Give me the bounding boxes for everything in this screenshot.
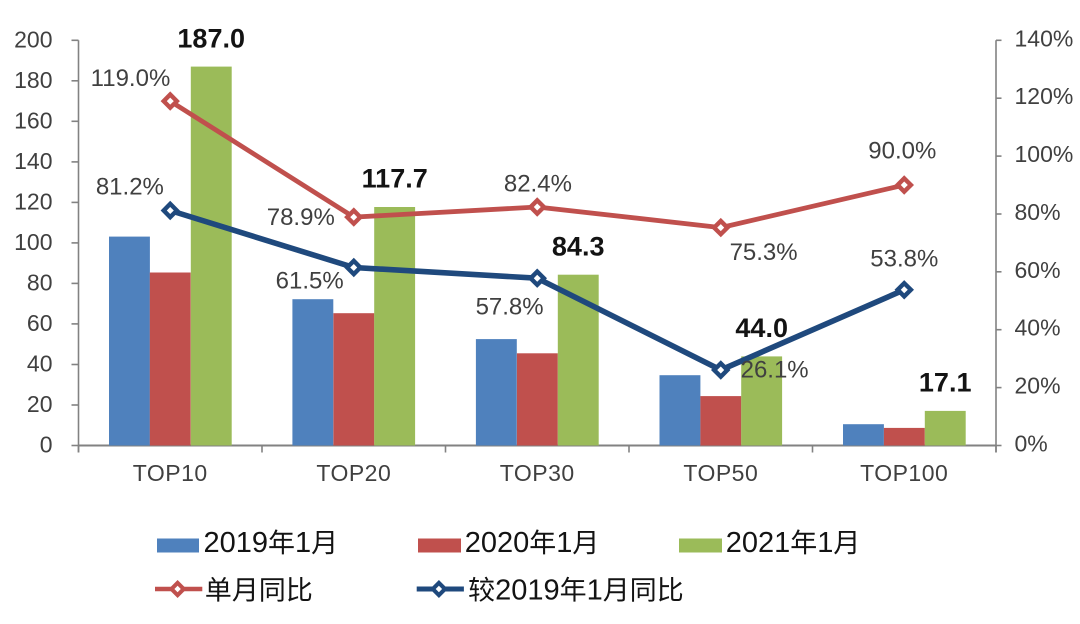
svg-text:100: 100 bbox=[14, 229, 52, 255]
svg-text:TOP30: TOP30 bbox=[500, 460, 575, 486]
svg-text:1: 1 bbox=[295, 527, 311, 559]
svg-text:80: 80 bbox=[27, 269, 53, 295]
svg-text:119.0%: 119.0% bbox=[91, 65, 171, 92]
svg-text:2021: 2021 bbox=[726, 527, 791, 559]
svg-text:0%: 0% bbox=[1015, 431, 1048, 457]
svg-text:75.3%: 75.3% bbox=[730, 239, 798, 266]
svg-text:84.3: 84.3 bbox=[552, 231, 605, 261]
svg-text:120: 120 bbox=[14, 188, 52, 214]
svg-text:120%: 120% bbox=[1015, 83, 1074, 109]
svg-text:2020: 2020 bbox=[465, 527, 530, 559]
svg-text:82.4%: 82.4% bbox=[504, 171, 572, 198]
svg-text:40: 40 bbox=[27, 351, 53, 377]
svg-text:80%: 80% bbox=[1015, 199, 1061, 225]
svg-text:187.0: 187.0 bbox=[177, 23, 245, 53]
svg-text:53.8%: 53.8% bbox=[870, 246, 938, 273]
svg-text:TOP100: TOP100 bbox=[860, 460, 948, 486]
svg-text:2019: 2019 bbox=[495, 575, 560, 607]
svg-text:57.8%: 57.8% bbox=[476, 294, 544, 321]
svg-text:81.2%: 81.2% bbox=[96, 174, 164, 201]
svg-text:40%: 40% bbox=[1015, 315, 1061, 341]
svg-text:20%: 20% bbox=[1015, 373, 1061, 399]
svg-text:117.7: 117.7 bbox=[362, 164, 428, 194]
svg-text:0: 0 bbox=[40, 432, 53, 458]
svg-text:140%: 140% bbox=[1015, 25, 1074, 51]
svg-text:140: 140 bbox=[14, 148, 52, 174]
svg-text:2019: 2019 bbox=[204, 527, 269, 559]
svg-text:90.0%: 90.0% bbox=[868, 138, 936, 165]
svg-text:1: 1 bbox=[817, 527, 833, 559]
svg-text:TOP20: TOP20 bbox=[316, 460, 391, 486]
svg-text:44.0: 44.0 bbox=[735, 313, 788, 343]
svg-text:160: 160 bbox=[14, 107, 52, 133]
svg-text:20: 20 bbox=[27, 391, 53, 417]
svg-text:61.5%: 61.5% bbox=[276, 268, 344, 295]
svg-text:78.9%: 78.9% bbox=[267, 204, 335, 231]
svg-text:1: 1 bbox=[587, 575, 603, 607]
svg-text:180: 180 bbox=[14, 67, 52, 93]
svg-text:60: 60 bbox=[27, 310, 53, 336]
svg-text:60%: 60% bbox=[1015, 257, 1061, 283]
svg-text:TOP10: TOP10 bbox=[133, 460, 208, 486]
svg-text:1: 1 bbox=[556, 527, 572, 559]
svg-text:100%: 100% bbox=[1015, 141, 1074, 167]
svg-text:26.1%: 26.1% bbox=[741, 356, 809, 383]
svg-text:200: 200 bbox=[14, 26, 52, 52]
svg-text:TOP50: TOP50 bbox=[683, 460, 758, 486]
svg-text:17.1: 17.1 bbox=[919, 368, 972, 398]
